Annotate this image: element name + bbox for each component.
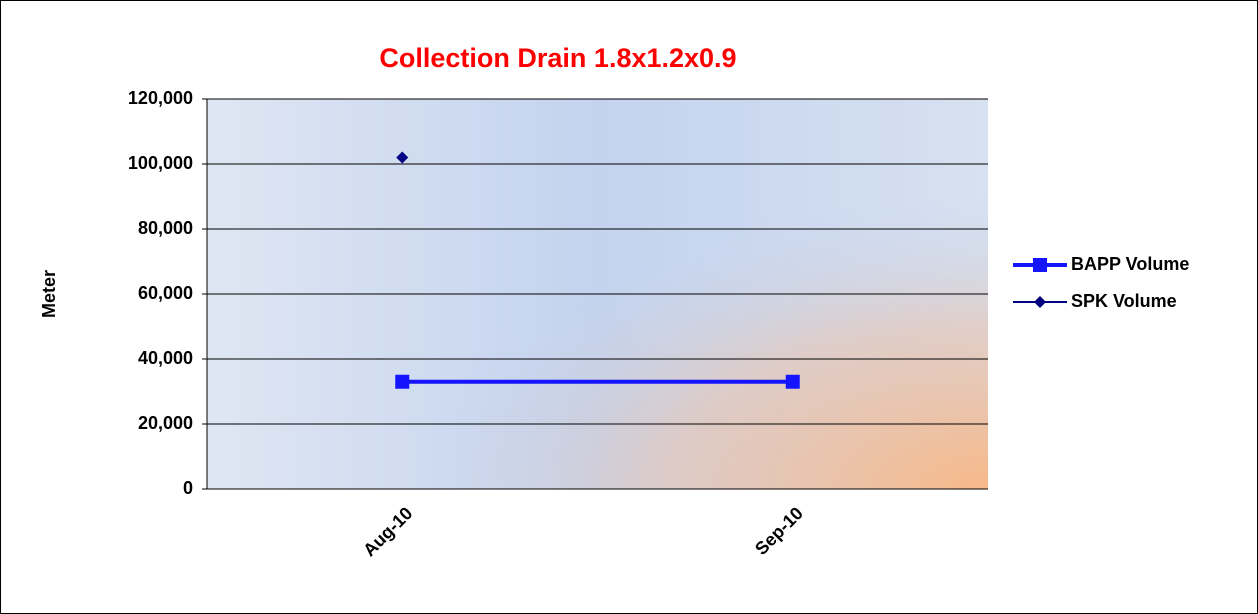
y-tick-label: 60,000 <box>138 283 193 303</box>
y-tick-label: 40,000 <box>138 348 193 368</box>
marker <box>395 374 410 389</box>
chart-title: Collection Drain 1.8x1.2x0.9 <box>379 43 736 73</box>
y-tick-label: 20,000 <box>138 413 193 433</box>
y-axis-label: Meter <box>39 270 59 318</box>
marker <box>1033 258 1047 272</box>
marker <box>396 151 409 164</box>
y-tick-label: 0 <box>183 478 193 498</box>
marker <box>785 374 800 389</box>
marker <box>1034 296 1046 308</box>
y-tick-label: 120,000 <box>128 88 193 108</box>
y-tick-label: 80,000 <box>138 218 193 238</box>
legend-label: BAPP Volume <box>1071 254 1189 274</box>
legend-label: SPK Volume <box>1071 291 1177 311</box>
y-tick-label: 100,000 <box>128 153 193 173</box>
